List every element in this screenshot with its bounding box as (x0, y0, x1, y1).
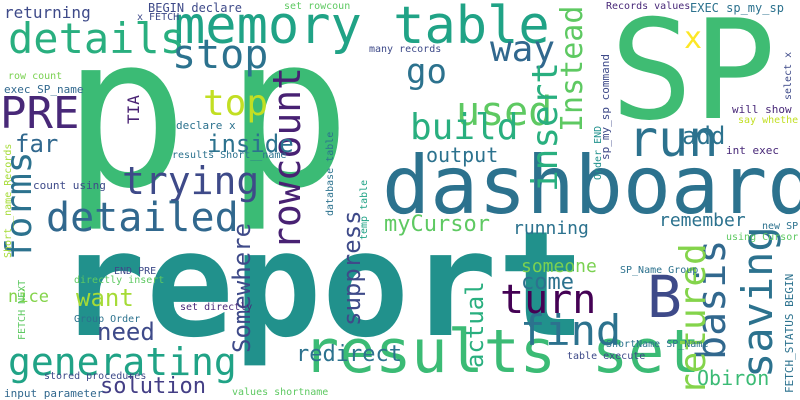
word-declare-x: declare x (176, 119, 236, 132)
word-go: go (406, 52, 447, 92)
word-count-using: count using (33, 179, 106, 192)
word-redirect: redirect (296, 342, 402, 367)
word-order-end: Order END (593, 125, 604, 180)
word-tia: TIA (124, 95, 143, 124)
word-shortname-sp-name: ShortName SP_Name (606, 339, 709, 350)
word-solution: solution (100, 374, 206, 399)
word-somewhere: Somewhere (228, 222, 256, 353)
word-instead: Instead (555, 5, 590, 132)
word-sp: SP (610, 0, 777, 151)
word-will-show: will show (732, 103, 792, 116)
word-x: x (684, 21, 703, 56)
word-come: come (521, 270, 574, 295)
word-want: want (76, 284, 134, 312)
word-saving: saving (733, 226, 782, 378)
word-set-directly: set directly (180, 302, 253, 313)
word-fetch-next: FETCH NEXT (17, 279, 28, 340)
word-output: output (426, 143, 499, 167)
word-results-short-name: results Short__name (172, 150, 287, 161)
word-remember: remember (659, 210, 746, 231)
word-int-exec: int exec (726, 144, 779, 157)
word-using-cursor: using Cursor (726, 232, 799, 243)
word-temp-table: temp table (359, 179, 370, 240)
word-row-count: row count (8, 71, 63, 82)
word-trying: trying (122, 159, 260, 203)
word-many-records: many records (369, 44, 442, 55)
word-generating: generating (8, 340, 237, 384)
word-stop: stop (172, 32, 269, 78)
word-obiron: Obiron (697, 366, 770, 390)
word-detailed: detailed (46, 195, 239, 241)
word-p: p (225, 0, 352, 235)
word-run: run (628, 110, 719, 168)
word-turn: turn (500, 277, 597, 323)
word-used: used (456, 89, 553, 135)
word-exec-sp-name: exec SP_name (4, 83, 84, 96)
word-input-parameter: input parameter (4, 387, 104, 400)
word-build: build (410, 107, 519, 148)
word-returning: returning (4, 3, 91, 22)
word-someone: someone (521, 256, 597, 277)
word-find: find (520, 306, 622, 355)
word-b: B (647, 263, 682, 331)
word-fetch-status-begin: FETCH_STATUS BEGIN (783, 273, 796, 393)
word-pre: PRE (0, 88, 80, 139)
word-memory-table: memory table (174, 0, 550, 56)
word-results-set: results set (303, 317, 701, 387)
word-top: top (203, 83, 269, 124)
word-nice: nice (8, 287, 49, 307)
word-x-fetch: x FETCH (137, 12, 180, 23)
word-p: p (62, 0, 189, 235)
word-begin-declare: BEGIN declare (148, 1, 242, 15)
word-stored-procedures: stored procedures (44, 371, 147, 382)
word-values-shortname: values shortname (232, 387, 329, 398)
word-need: need (97, 318, 155, 346)
word-group-order: Group Order (74, 314, 141, 325)
word-dashboard: dashboard (382, 139, 800, 232)
word-running: running (513, 218, 589, 239)
word-add: add (682, 122, 726, 150)
word-way: way (490, 29, 556, 70)
word-database-table: database table (325, 131, 336, 216)
word-actual: actual (461, 281, 489, 368)
word-directly-insert: directly insert (74, 275, 165, 286)
word-records-values: Records values (606, 1, 691, 12)
word-table-execute: table execute (567, 351, 646, 362)
word-exec-sp-my-sp: EXEC sp_my_sp (690, 1, 784, 15)
word-far: far (15, 130, 59, 158)
word-inside: inside (207, 130, 294, 158)
word-details: details (8, 14, 186, 63)
word-mycursor: myCursor (384, 212, 490, 237)
word-select-x: select x (783, 51, 794, 100)
word-report: report (58, 200, 586, 370)
word-end-pre: END PRE (114, 266, 157, 277)
word-set-rowcoun: set rowcoun (284, 1, 351, 12)
word-sp-name-group: SP_Name Group (620, 265, 699, 276)
word-short-name-records: Short__name Records (3, 143, 14, 258)
word-say-whether: say whether (738, 115, 800, 126)
word-new-sp: new SP (762, 221, 799, 232)
